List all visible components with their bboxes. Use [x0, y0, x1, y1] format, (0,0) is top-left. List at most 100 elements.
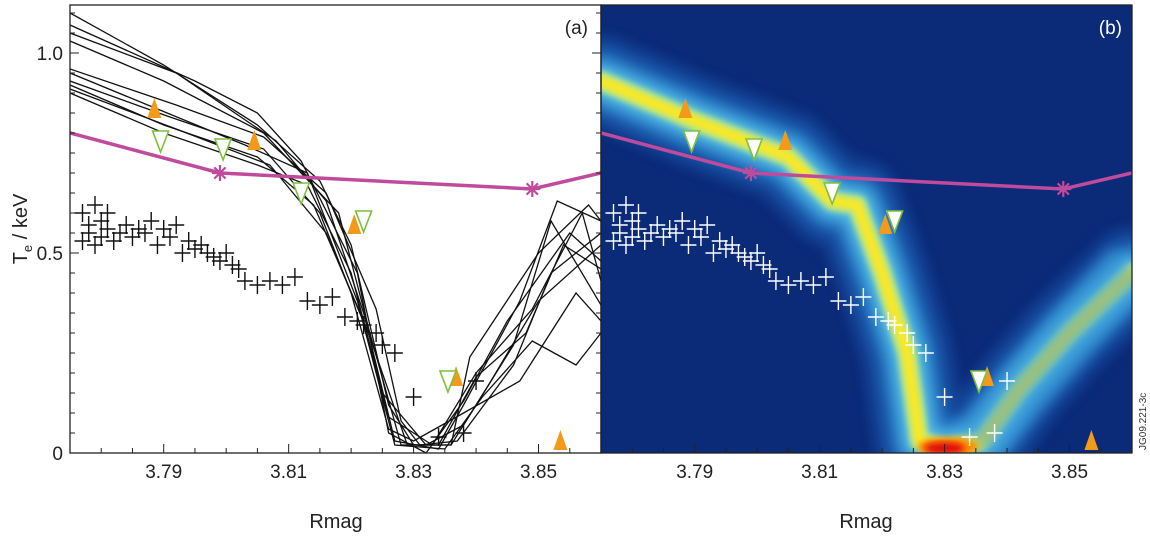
- up-triangle-marker: [147, 98, 162, 118]
- x-tick-label: 3.81: [801, 462, 838, 483]
- data-cross: [730, 244, 747, 262]
- data-cross: [355, 316, 372, 334]
- data-cross: [999, 372, 1016, 390]
- up-triangle-marker: [247, 130, 262, 150]
- data-cross: [349, 312, 366, 330]
- trajectory-line-5: [70, 72, 601, 450]
- y-axis-title: Te / keV: [10, 193, 35, 264]
- down-triangle-marker: [213, 138, 233, 163]
- trajectory-line-1: [70, 24, 601, 453]
- data-cross: [99, 220, 116, 238]
- x-axis-title-b: Rmag: [839, 511, 892, 533]
- down-triangle-marker: [682, 130, 701, 155]
- data-cross: [374, 336, 391, 354]
- x-tick-label: 3.83: [926, 462, 963, 483]
- panel-b-plot: [601, 98, 1132, 450]
- data-cross: [899, 324, 916, 342]
- panel-a-plot: [70, 12, 601, 453]
- data-cross: [661, 220, 678, 238]
- data-cross: [405, 388, 422, 406]
- data-cross: [205, 248, 222, 266]
- data-cross: [699, 216, 716, 234]
- data-cross: [299, 292, 316, 310]
- data-cross: [792, 272, 809, 290]
- data-cross: [617, 196, 634, 214]
- data-cross: [336, 308, 353, 326]
- down-triangle-marker: [885, 210, 904, 235]
- data-cross: [755, 256, 772, 274]
- data-cross: [99, 204, 116, 222]
- down-triangle-marker: [151, 130, 170, 155]
- axes: 3.79 3.81 3.83 3.85 3.79 3.81 3.83 3.85 0 0.5 1.0: [37, 12, 1133, 483]
- data-cross: [261, 272, 278, 290]
- data-cross: [680, 236, 697, 254]
- trajectory-line-7: [70, 84, 601, 446]
- profile-marker: [524, 181, 541, 197]
- trajectory-line-4: [70, 68, 601, 446]
- panel-a-label: (a): [565, 18, 588, 39]
- down-triangle-marker: [969, 370, 989, 395]
- data-cross: [630, 204, 647, 222]
- data-cross: [174, 244, 191, 262]
- data-cross: [161, 228, 178, 246]
- y-tick-label: 0: [52, 444, 63, 465]
- data-cross: [180, 232, 197, 250]
- x-tick-label: 3.83: [395, 462, 432, 483]
- data-cross: [961, 428, 978, 446]
- data-cross: [674, 212, 691, 230]
- data-cross: [80, 224, 97, 242]
- up-triangle-marker: [553, 430, 568, 450]
- data-cross: [624, 212, 641, 230]
- data-cross: [761, 260, 778, 278]
- down-triangle-marker: [822, 182, 842, 207]
- up-triangle-marker: [878, 214, 893, 234]
- data-cross: [468, 372, 485, 390]
- data-cross: [455, 424, 472, 442]
- data-cross: [218, 244, 235, 262]
- trajectory-line-6: [70, 80, 601, 442]
- data-cross: [86, 236, 103, 254]
- x-tick-label: 3.81: [270, 462, 307, 483]
- y-tick-label: 0.5: [37, 244, 63, 265]
- data-cross: [118, 216, 135, 234]
- data-cross: [655, 228, 672, 246]
- data-cross: [368, 324, 385, 342]
- data-cross: [805, 276, 822, 294]
- data-cross: [430, 428, 447, 446]
- x-tick-label: 3.85: [520, 462, 557, 483]
- up-triangle-marker: [347, 214, 362, 234]
- data-cross: [867, 308, 884, 326]
- data-cross: [230, 260, 247, 278]
- data-cross: [155, 220, 172, 238]
- trajectory-line-9: [70, 92, 601, 446]
- data-cross: [286, 268, 303, 286]
- data-cross: [249, 276, 266, 294]
- trajectory-line-8: [70, 88, 601, 446]
- x-tick-label: 3.79: [676, 462, 713, 483]
- data-cross: [386, 344, 403, 362]
- down-triangle-marker: [291, 182, 311, 207]
- data-cross: [905, 336, 922, 354]
- data-cross: [605, 232, 622, 250]
- data-cross: [211, 252, 228, 270]
- data-cross: [93, 212, 110, 230]
- data-cross: [636, 232, 653, 250]
- figure-id: JG09.221-3c: [1138, 393, 1149, 450]
- up-triangle-marker: [678, 98, 693, 118]
- data-cross: [311, 296, 328, 314]
- data-cross: [617, 236, 634, 254]
- data-cross: [324, 288, 341, 306]
- data-cross: [74, 232, 91, 250]
- data-cross: [74, 204, 91, 222]
- data-cross: [917, 344, 934, 362]
- data-cross: [86, 196, 103, 214]
- data-cross: [692, 228, 709, 246]
- data-cross: [136, 224, 153, 242]
- panel-b-frame: [600, 4, 1133, 454]
- data-cross: [986, 424, 1003, 442]
- data-cross: [611, 224, 628, 242]
- data-cross: [168, 216, 185, 234]
- data-cross: [711, 232, 728, 250]
- data-cross: [193, 236, 210, 254]
